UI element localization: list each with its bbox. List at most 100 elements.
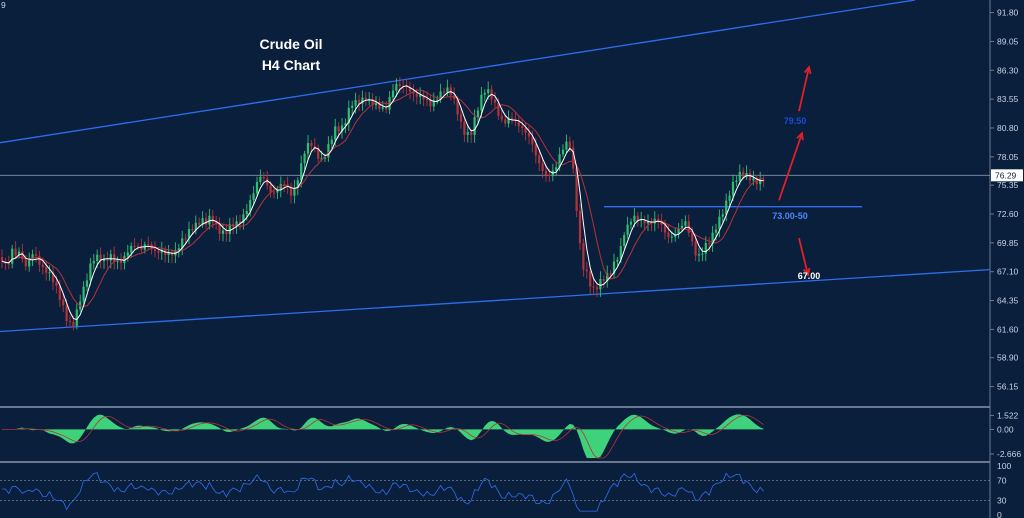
candle-body <box>646 222 650 224</box>
chart-title-line-1: Crude Oil <box>259 36 322 52</box>
candle-body <box>456 98 459 115</box>
candle-body <box>677 228 680 235</box>
candle-body <box>140 246 143 250</box>
candle-body <box>106 259 109 261</box>
candle-body <box>211 215 214 223</box>
candle-body <box>521 126 524 129</box>
moving-average-slow <box>1 89 764 307</box>
candle-body <box>133 245 136 247</box>
candle-body <box>398 84 401 86</box>
candle-body <box>340 125 344 132</box>
candle-body <box>660 221 663 225</box>
candle-body <box>102 259 106 262</box>
candle-body <box>24 259 27 267</box>
candle-body <box>191 229 194 231</box>
candle-body <box>718 216 721 230</box>
candle-body <box>31 254 34 261</box>
trendline <box>0 0 916 144</box>
candle-body <box>170 252 174 256</box>
candle-body <box>75 309 78 326</box>
candle-body <box>58 285 61 300</box>
price-tick-label: 69.85 <box>997 238 1019 248</box>
candle-body <box>55 282 58 286</box>
rsi-tick-label: 70 <box>997 476 1007 486</box>
price-tick-label: 75.35 <box>997 180 1019 190</box>
candle-body <box>38 255 41 265</box>
candle-body <box>408 87 412 92</box>
candle-body <box>337 126 340 132</box>
candle-body <box>755 178 758 185</box>
candle-body <box>697 254 701 256</box>
candle-body <box>136 245 140 247</box>
candle-body <box>721 214 724 217</box>
candle-body <box>116 260 119 262</box>
rsi-tick-label: 30 <box>997 495 1007 505</box>
candle-body <box>725 200 728 215</box>
candle-body <box>680 225 684 229</box>
candle-body <box>272 192 276 194</box>
candle-body <box>534 144 537 156</box>
candle-body <box>296 180 299 188</box>
candle-body <box>14 248 17 256</box>
candle-body <box>323 157 327 159</box>
candle-body <box>92 261 95 264</box>
candle-body <box>249 200 252 212</box>
candle-body <box>507 117 510 124</box>
macd-pane <box>0 414 764 459</box>
price-tick-label: 61.60 <box>997 324 1019 334</box>
candle-body <box>470 132 473 135</box>
price-tick-label: 83.55 <box>997 94 1019 104</box>
projection-arrow <box>778 132 803 201</box>
price-tick-label: 89.05 <box>997 36 1019 46</box>
candle-body <box>201 218 204 225</box>
candle-body <box>735 180 738 182</box>
candle-body <box>711 232 714 245</box>
current-price-label: 76.29 <box>995 170 1017 180</box>
candle-body <box>442 91 446 93</box>
candle-body <box>419 94 422 97</box>
candle-body <box>429 99 432 107</box>
candle-body <box>762 179 765 181</box>
rsi-tick-label: 100 <box>997 461 1011 471</box>
candle-body <box>738 171 741 181</box>
candle-body <box>629 221 633 225</box>
candle-body <box>636 215 639 221</box>
candle-body <box>232 224 235 227</box>
price-tick-label: 91.80 <box>997 8 1019 18</box>
candle-body <box>7 263 10 265</box>
candle-body <box>317 147 320 159</box>
trendline <box>0 268 991 333</box>
candle-body <box>41 264 44 268</box>
candle-body <box>245 211 248 215</box>
candle-body <box>395 84 398 91</box>
macd-tick-label: 0.00 <box>997 424 1014 434</box>
candle-body <box>745 173 748 177</box>
candle-body <box>497 102 500 116</box>
candle-body <box>330 139 333 144</box>
macd-signal-line <box>2 414 764 459</box>
candle-body <box>378 102 381 109</box>
macd-histogram <box>0 414 764 458</box>
candle-body <box>548 175 551 177</box>
candle-body <box>446 87 449 93</box>
candle-body <box>364 97 367 100</box>
candle-body <box>371 98 374 106</box>
macd-tick-label: 1.522 <box>997 410 1019 420</box>
candle-body <box>218 223 221 234</box>
candle-body <box>568 141 571 148</box>
candle-body <box>748 173 752 181</box>
candle-body <box>21 251 24 260</box>
resistance-label: 73.00-50 <box>772 211 808 221</box>
candle-body <box>616 259 619 262</box>
candle-body <box>422 94 425 100</box>
candle-body <box>82 286 85 302</box>
candle-body <box>62 299 65 306</box>
candle-body <box>432 100 435 107</box>
candle-body <box>0 257 4 262</box>
candle-body <box>17 251 21 256</box>
current-price-box <box>991 169 1023 182</box>
candle-body <box>752 178 755 181</box>
candle-body <box>405 86 408 88</box>
price-tick-label: 58.90 <box>997 353 1019 363</box>
candle-body <box>585 269 588 272</box>
